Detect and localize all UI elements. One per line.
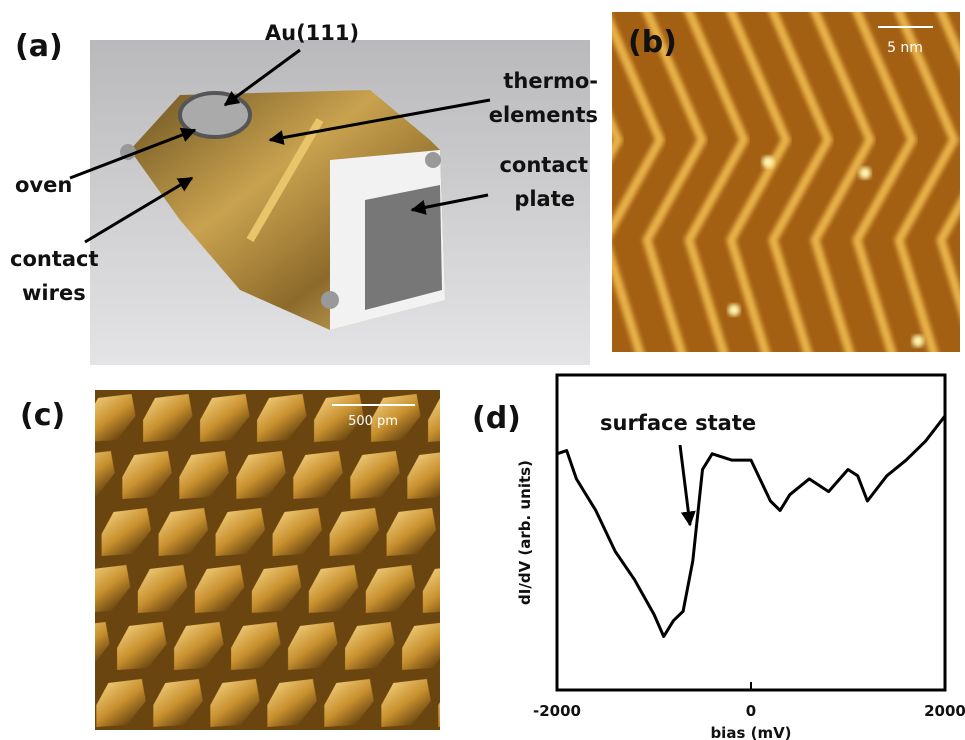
- spectrum-line: [557, 416, 945, 637]
- panel-label: (a): [15, 29, 63, 64]
- annotation: wires: [22, 281, 86, 305]
- annotation: oven: [15, 173, 72, 197]
- x-axis-label: bias (mV): [710, 724, 791, 740]
- annotation: plate: [514, 187, 575, 211]
- scale-bar-label: 500 pm: [348, 414, 398, 429]
- annotation: contact: [499, 153, 588, 177]
- annotation: elements: [489, 103, 598, 127]
- annotation: thermo-: [503, 69, 598, 93]
- figure: (a) Au(111) thermo- elements contact pla…: [0, 0, 965, 740]
- panel-label: (b): [628, 25, 677, 60]
- annotation: Au(111): [265, 21, 359, 45]
- annotation: surface state: [600, 411, 756, 435]
- x-tick-label: 2000: [924, 702, 965, 720]
- y-axis-label: dI/dV (arb. units): [516, 460, 534, 605]
- scale-bar-label: 5 nm: [887, 40, 923, 56]
- stm-image-c: [95, 390, 440, 730]
- annotation-arrow: [680, 445, 690, 525]
- x-tick-label: 0: [746, 702, 756, 720]
- panel-label: (c): [20, 398, 65, 433]
- annotation: contact: [10, 247, 99, 271]
- adatom: [728, 304, 740, 316]
- adatom: [762, 156, 774, 168]
- panel-label: (d): [472, 401, 521, 436]
- page: {"panels": { "a": {"label": "(a)", "anno…: [0, 0, 965, 740]
- x-tick-label: -2000: [533, 702, 581, 720]
- adatom: [912, 335, 924, 347]
- adatom: [859, 167, 871, 179]
